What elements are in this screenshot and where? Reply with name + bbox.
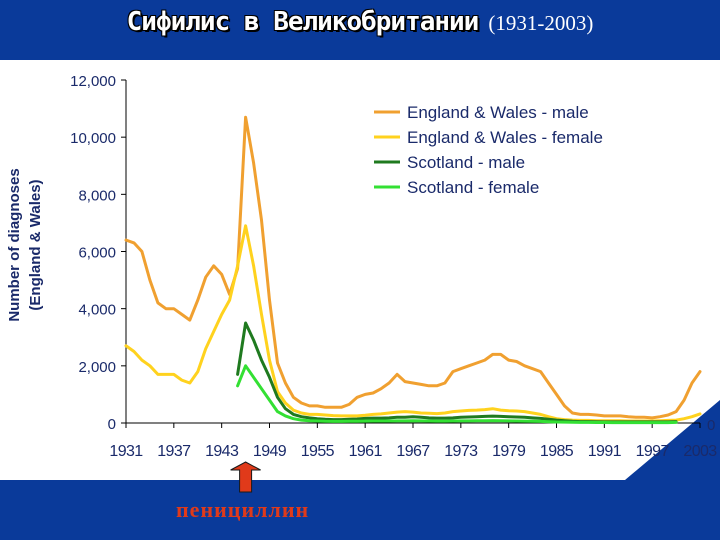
- y-axis-label: Number of diagnoses: [6, 168, 23, 321]
- y-axis-label-2: (England & Wales): [27, 179, 44, 310]
- x-tick-label: 1937: [157, 443, 191, 460]
- x-tick-label: 1997: [636, 443, 670, 460]
- y-tick-label: 4,000: [78, 302, 116, 319]
- y-tick-label: 0: [108, 416, 116, 433]
- x-tick-label: 1943: [205, 443, 239, 460]
- page-title: Сифилис в Великобритании (1931-2003): [0, 6, 720, 37]
- x-tick-label: 1973: [444, 443, 478, 460]
- title-bar: [0, 0, 720, 60]
- right-axis-label: 0: [707, 417, 715, 434]
- x-tick-label: 1931: [109, 443, 143, 460]
- y-tick-label: 6,000: [78, 245, 116, 262]
- y-tick-label: 8,000: [78, 187, 116, 204]
- x-tick-label: 2003: [683, 443, 717, 460]
- series-line-1: [124, 115, 702, 420]
- title-main: Сифилис в Великобритании: [126, 7, 480, 37]
- legend-label-4: Scotland - female: [407, 178, 539, 197]
- y-tick-label: 2,000: [78, 359, 116, 376]
- x-tick-label: 1949: [253, 443, 287, 460]
- legend-label-2: England & Wales - female: [407, 128, 603, 147]
- title-years: (1931-2003): [488, 11, 594, 35]
- legend-label-3: Scotland - male: [407, 153, 525, 172]
- y-tick-label: 10,000: [70, 130, 116, 147]
- x-tick-label: 1979: [492, 443, 526, 460]
- x-tick-label: 1991: [588, 443, 622, 460]
- penicillin-label: пенициллин: [176, 497, 310, 522]
- x-tick-label: 1985: [540, 443, 574, 460]
- series-line-4: [236, 364, 678, 425]
- legend-label-1: England & Wales - male: [407, 103, 589, 122]
- y-tick-label: 12,000: [70, 73, 116, 90]
- footer-bar: [0, 480, 720, 540]
- chart-panel: [0, 60, 720, 480]
- x-tick-label: 1967: [396, 443, 430, 460]
- x-tick-label: 1961: [349, 443, 383, 460]
- x-tick-label: 1955: [301, 443, 335, 460]
